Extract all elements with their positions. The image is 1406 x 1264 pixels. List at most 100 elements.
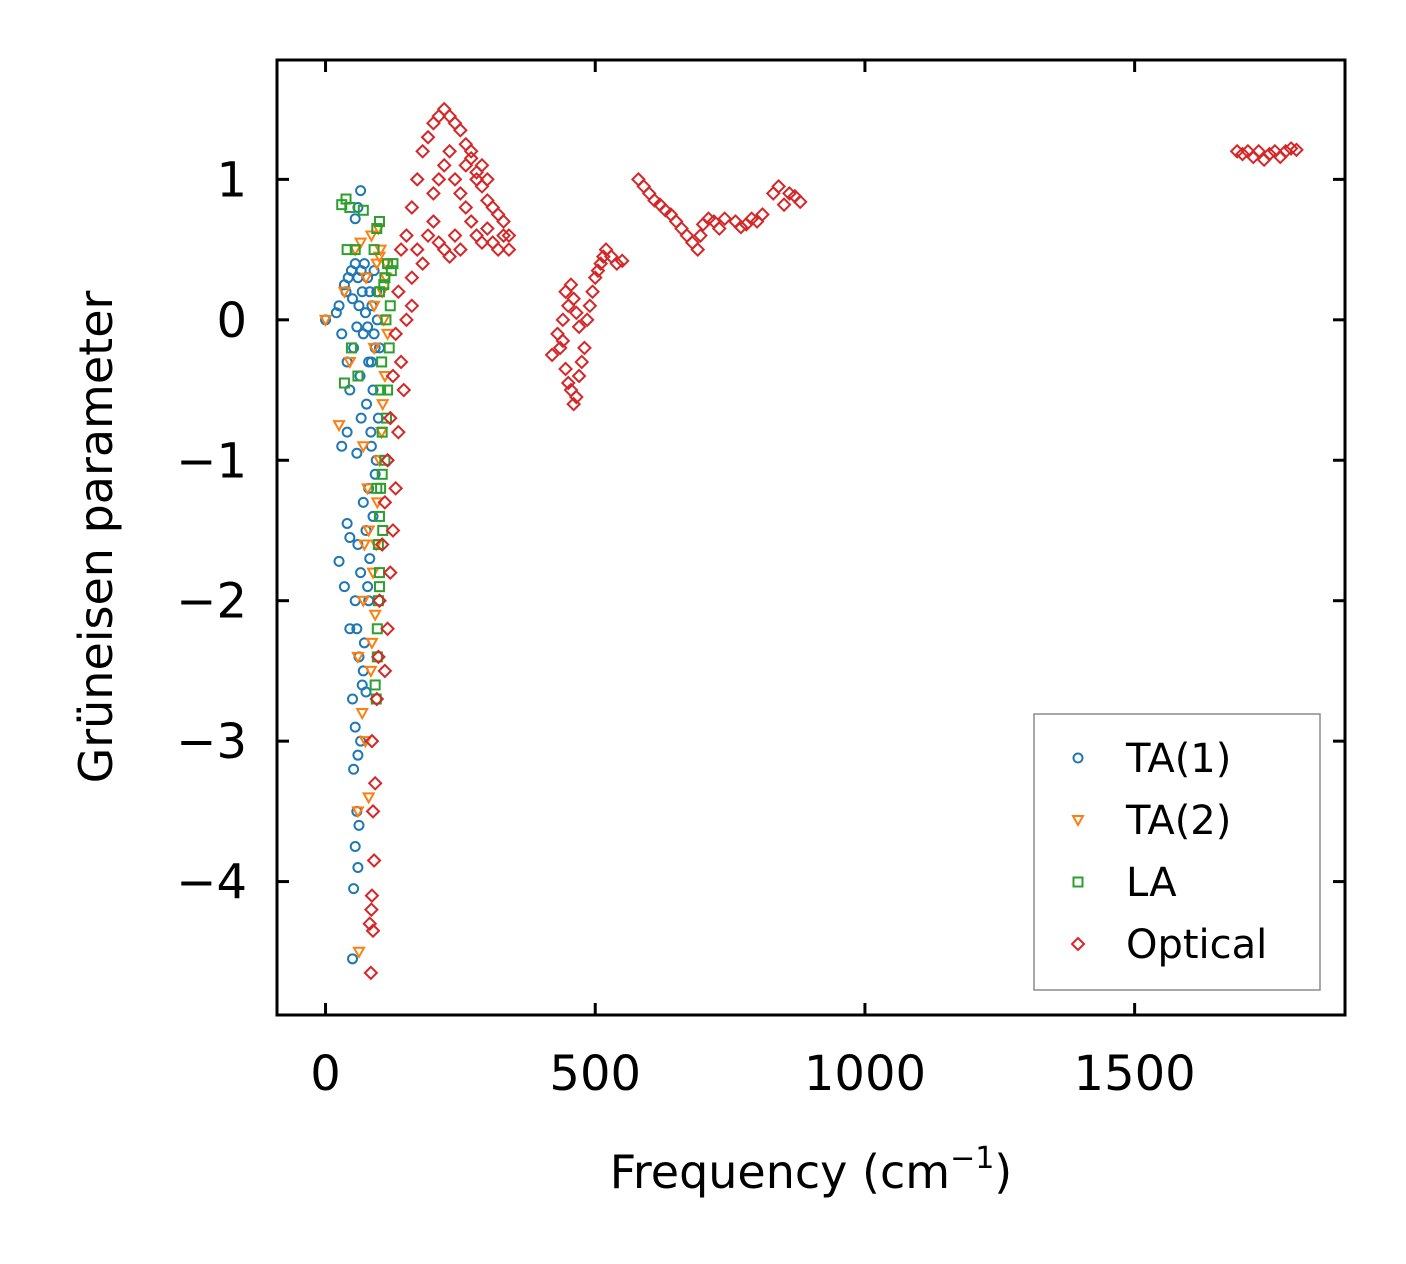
data-point <box>358 736 373 749</box>
data-point <box>469 171 484 187</box>
data-point <box>370 258 384 271</box>
data-point <box>415 256 431 272</box>
data-point <box>568 305 584 321</box>
data-point <box>383 342 395 354</box>
data-point <box>442 249 458 265</box>
data-point <box>1251 143 1267 159</box>
data-point <box>577 340 592 356</box>
data-point <box>347 293 359 305</box>
data-point <box>474 178 490 194</box>
data-point <box>404 298 420 314</box>
data-point <box>349 721 361 733</box>
data-point <box>364 665 378 678</box>
data-point <box>365 923 381 939</box>
data-point <box>367 300 381 313</box>
data-point <box>479 221 495 236</box>
data-point <box>344 532 356 543</box>
data-point <box>343 356 357 370</box>
data-point <box>393 354 409 370</box>
data-point <box>375 384 387 396</box>
axis-ticks <box>277 60 1345 1015</box>
data-point <box>347 693 359 705</box>
data-point <box>371 223 383 235</box>
data-point <box>558 284 573 300</box>
data-point <box>496 214 511 229</box>
data-point <box>382 384 394 396</box>
data-point <box>351 447 363 459</box>
data-point <box>352 749 364 761</box>
data-point <box>362 321 374 333</box>
data-point <box>365 803 381 819</box>
data-point <box>356 441 371 454</box>
data-point <box>436 157 452 173</box>
data-point <box>630 171 646 187</box>
data-point <box>1262 146 1277 162</box>
data-point <box>717 211 733 227</box>
data-point <box>385 265 397 277</box>
legend-marker <box>1071 815 1085 828</box>
data-point <box>367 775 383 791</box>
data-point <box>579 312 595 328</box>
y-axis-title: Grüneisen parameter <box>69 290 123 783</box>
data-point <box>351 623 363 635</box>
data-point <box>674 221 689 236</box>
data-point <box>426 214 441 229</box>
legend-label: TA(1) <box>1125 736 1231 782</box>
legend-marker <box>1070 936 1086 952</box>
data-point <box>352 370 364 382</box>
data-point <box>609 256 625 272</box>
data-point <box>404 200 420 215</box>
data-point <box>358 258 370 270</box>
tick-labels: 0 500 1000 1500 1 0 −1 −2 −3 −4 <box>176 152 1195 1102</box>
data-point <box>552 340 568 356</box>
data-point <box>474 157 490 173</box>
data-point <box>375 482 387 494</box>
data-point <box>355 185 367 197</box>
data-point <box>399 228 414 243</box>
data-point <box>501 242 517 258</box>
data-point <box>426 186 441 201</box>
data-point <box>452 122 468 138</box>
data-point <box>415 143 431 159</box>
data-point <box>490 242 506 258</box>
data-point <box>463 143 479 159</box>
series-ta-1 <box>320 185 385 965</box>
data-point <box>376 399 390 412</box>
data-point <box>571 368 587 384</box>
data-point <box>431 235 447 250</box>
data-point <box>496 228 511 243</box>
data-point <box>382 565 398 581</box>
data-point <box>574 354 590 370</box>
data-point <box>378 279 390 291</box>
data-point <box>356 679 368 691</box>
data-point <box>349 213 361 225</box>
x-tick-label: 1000 <box>804 1046 926 1102</box>
data-point <box>485 200 501 215</box>
data-point <box>555 333 571 349</box>
legend-label: TA(2) <box>1125 798 1231 844</box>
data-point <box>388 480 404 496</box>
data-point <box>351 651 365 664</box>
data-point <box>369 468 381 480</box>
data-point <box>363 902 379 918</box>
data-point <box>338 581 350 593</box>
data-point <box>479 193 495 208</box>
data-point <box>463 214 479 229</box>
x-axis-title-main: Frequency (cm <box>610 1145 950 1199</box>
data-point <box>370 649 386 665</box>
data-point <box>399 312 414 328</box>
data-point <box>563 277 579 293</box>
data-point <box>376 468 388 480</box>
data-point <box>380 314 392 326</box>
data-point <box>501 228 517 243</box>
data-point <box>374 537 390 552</box>
data-point <box>396 382 412 398</box>
data-point <box>755 207 770 222</box>
data-point <box>377 494 393 510</box>
y-tick-label: −3 <box>176 714 247 770</box>
data-point <box>436 101 452 117</box>
data-point <box>641 186 657 201</box>
y-tick-label: −1 <box>176 433 247 489</box>
data-point <box>362 581 374 593</box>
data-point <box>373 216 385 228</box>
